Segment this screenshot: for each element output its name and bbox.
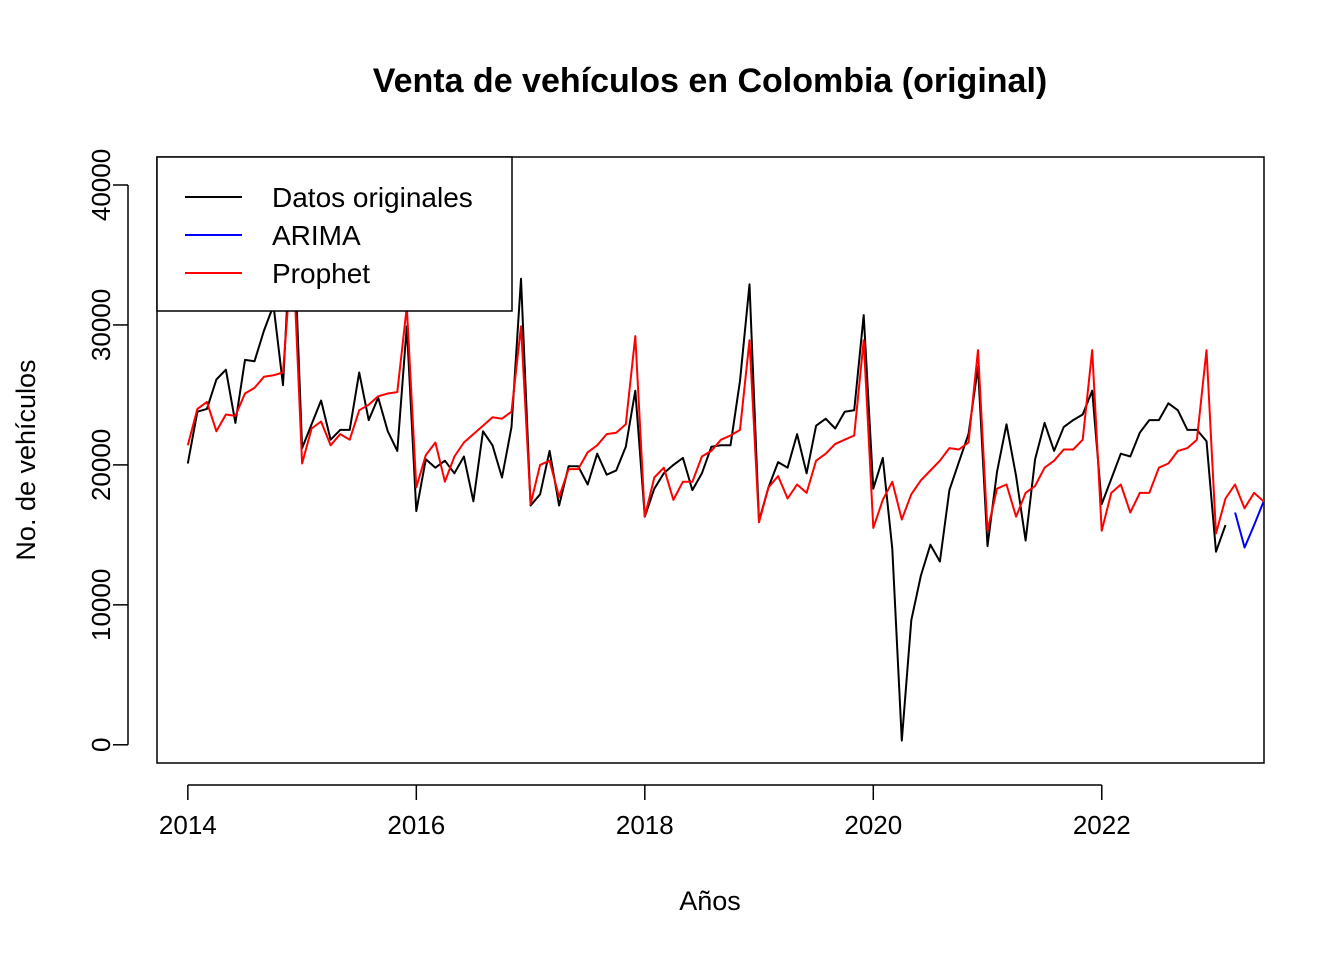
x-axis-label: Años bbox=[679, 886, 741, 916]
y-tick-label: 0 bbox=[86, 738, 116, 752]
series-layer bbox=[186, 198, 1264, 742]
series-line-prophet bbox=[186, 242, 1264, 535]
y-tick-label: 30000 bbox=[86, 289, 116, 361]
x-axis: 2014 2016 2018 2020 2022 bbox=[159, 784, 1131, 840]
y-tick-label: 40000 bbox=[86, 149, 116, 221]
x-tick-label: 2018 bbox=[616, 810, 674, 840]
legend-label: Datos originales bbox=[272, 182, 473, 213]
series-line-datos-originales bbox=[186, 198, 1227, 742]
x-tick-label: 2016 bbox=[387, 810, 445, 840]
x-tick-label: 2014 bbox=[159, 810, 217, 840]
chart-title: Venta de vehículos en Colombia (original… bbox=[373, 62, 1047, 100]
y-tick-label: 10000 bbox=[86, 569, 116, 641]
x-tick-label: 2020 bbox=[844, 810, 902, 840]
series-line-arima bbox=[1234, 500, 1264, 549]
legend: Datos originales ARIMA Prophet bbox=[156, 156, 513, 312]
y-tick-label: 20000 bbox=[86, 429, 116, 501]
y-axis: 0 10000 20000 30000 40000 bbox=[86, 149, 129, 752]
x-tick-label: 2022 bbox=[1073, 810, 1131, 840]
legend-label: Prophet bbox=[272, 258, 370, 289]
legend-items: Datos originales ARIMA Prophet bbox=[185, 182, 473, 289]
legend-label: ARIMA bbox=[272, 220, 361, 251]
plot-area-frame bbox=[156, 156, 1265, 764]
y-axis-label: No. de vehículos bbox=[11, 359, 41, 560]
